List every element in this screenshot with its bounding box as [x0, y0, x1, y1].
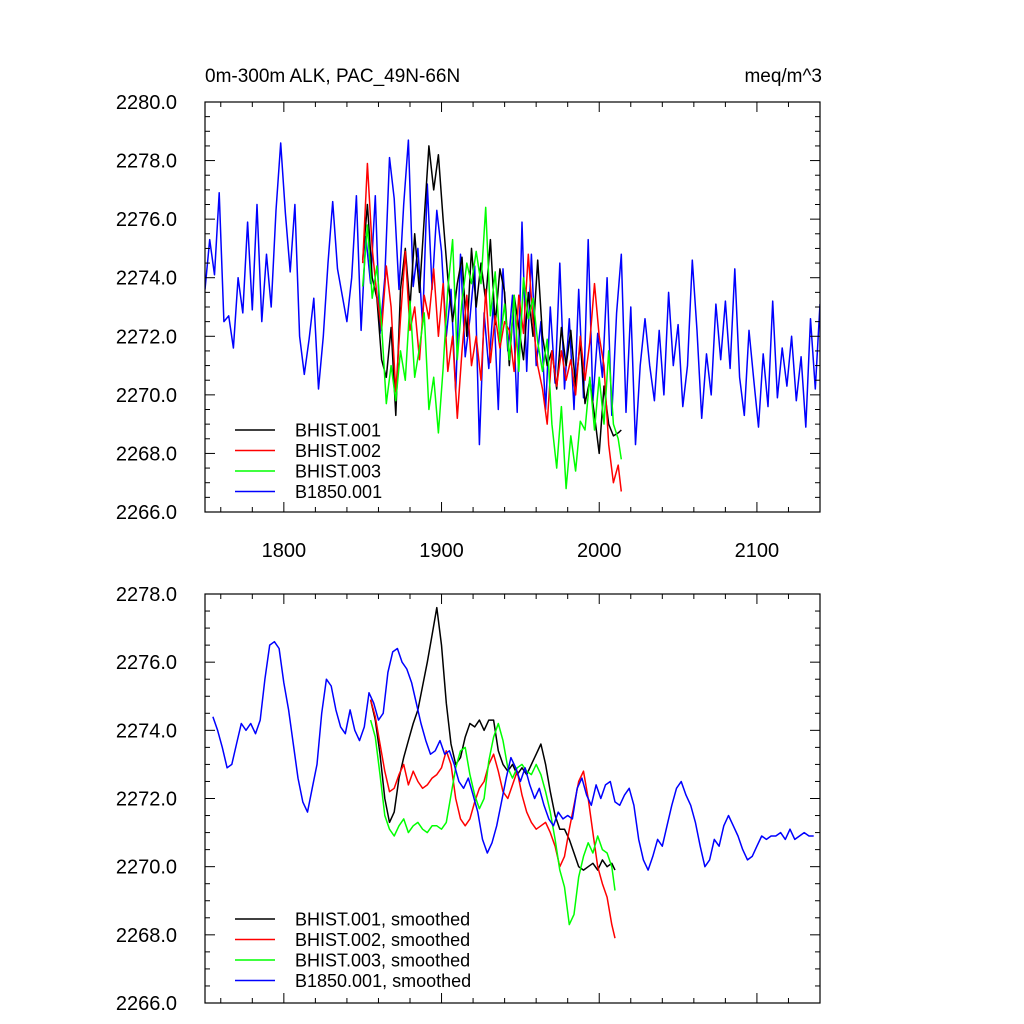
- top-panel-title: 0m-300m ALK, PAC_49N-66N: [205, 66, 460, 87]
- legend-label: BHIST.003: [295, 462, 381, 482]
- y-tick-label: 2272.0: [116, 789, 177, 811]
- y-tick-label: 2280.0: [116, 92, 177, 114]
- y-tick-label: 2276.0: [116, 209, 177, 231]
- legend-label: BHIST.002, smoothed: [295, 930, 470, 950]
- legend-label: BHIST.003, smoothed: [295, 951, 470, 971]
- series-line-b1850-001-smoothed: [212, 640, 814, 871]
- x-tick-label: 2000: [577, 540, 622, 562]
- y-tick-label: 2270.0: [116, 857, 177, 879]
- series-line-bhist-003-smoothed: [369, 719, 616, 926]
- series-line-bhist-001-smoothed: [369, 606, 616, 871]
- legend-label: BHIST.001, smoothed: [295, 910, 470, 930]
- y-tick-label: 2274.0: [116, 720, 177, 742]
- legend-label: BHIST.001: [295, 421, 381, 441]
- legend-label: B1850.001: [295, 482, 382, 502]
- y-tick-label: 2268.0: [116, 443, 177, 465]
- y-tick-label: 2270.0: [116, 385, 177, 407]
- series-line-bhist-003: [361, 206, 623, 490]
- top-panel-units: meq/m^3: [744, 66, 822, 87]
- y-tick-label: 2276.0: [116, 652, 177, 674]
- y-tick-label: 2278.0: [116, 584, 177, 606]
- y-tick-label: 2268.0: [116, 925, 177, 947]
- y-tick-label: 2272.0: [116, 326, 177, 348]
- x-tick-label: 1800: [262, 540, 307, 562]
- y-tick-label: 2266.0: [116, 993, 177, 1015]
- series-group: [212, 606, 814, 939]
- bottom-panel: 2266.0 2268.0 2270.0 2272.0 2274.0 2276.0 2278…: [116, 584, 821, 1015]
- top-panel: 2266.0 2268.0 2270.0 2272.0 2274.0 2276.0 2278…: [116, 92, 821, 562]
- series-group: [205, 139, 820, 492]
- y-tick-label: 2274.0: [116, 268, 177, 290]
- series-line-b1850-001: [205, 139, 820, 446]
- y-tick-label: 2266.0: [116, 502, 177, 524]
- x-tick-label: 1900: [419, 540, 464, 562]
- legend-label: BHIST.002: [295, 441, 381, 461]
- series-line-bhist-002: [361, 162, 623, 492]
- legend-label: B1850.001, smoothed: [295, 971, 471, 991]
- x-tick-label: 2100: [735, 540, 780, 562]
- y-tick-label: 2278.0: [116, 151, 177, 173]
